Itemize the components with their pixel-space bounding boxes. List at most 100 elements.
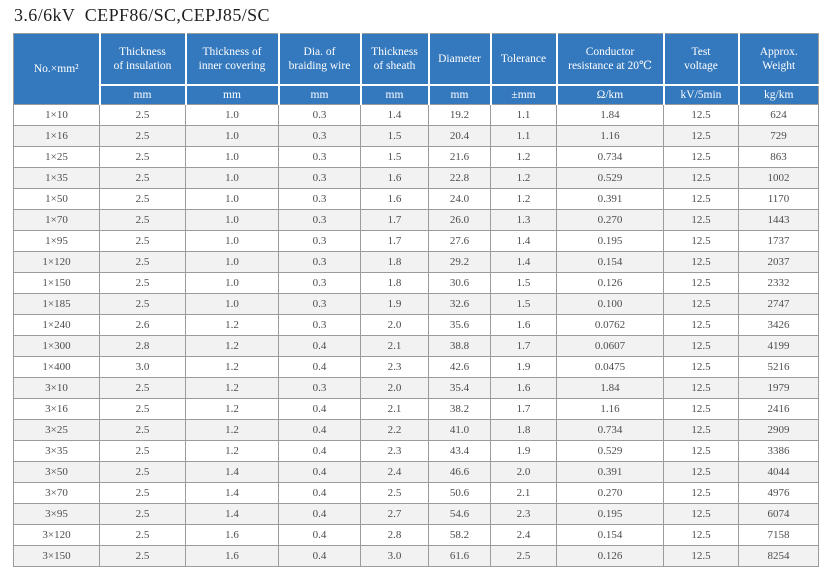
data-cell: 2.5 (99, 377, 186, 399)
data-cell: 3426 (738, 314, 819, 336)
data-cell: 1.0 (185, 188, 279, 210)
data-cell: 1.2 (490, 146, 557, 168)
data-cell: 729 (738, 125, 819, 147)
table-row: 1×16 2.5 1.0 0.3 1.5 20.4 1.1 1.16 12.5 729 (13, 125, 819, 147)
data-cell: 12.5 (663, 251, 739, 273)
data-cell: 1.1 (490, 125, 557, 147)
data-cell: 24.0 (428, 188, 491, 210)
unit-tolerance: ±mm (489, 84, 557, 105)
data-cell: 2.5 (99, 209, 186, 231)
data-cell: 4976 (738, 482, 819, 504)
unit-sheath: mm (359, 84, 429, 105)
data-cell: 4199 (738, 335, 819, 357)
table-row: 3×10 2.5 1.2 0.3 2.0 35.4 1.6 1.84 12.5 1979 (13, 377, 819, 399)
row-size-cell: 3×70 (13, 482, 100, 504)
data-cell: 1.4 (360, 104, 429, 126)
unit-resistance: Ω/km (555, 84, 664, 105)
data-cell: 0.3 (278, 293, 361, 315)
data-cell: 12.5 (663, 188, 739, 210)
data-cell: 12.5 (663, 482, 739, 504)
table-row: 1×185 2.5 1.0 0.3 1.9 32.6 1.5 0.100 12.5 2747 (13, 293, 819, 315)
row-size-cell: 1×95 (13, 230, 100, 252)
data-cell: 0.3 (278, 104, 361, 126)
data-cell: 1.0 (185, 251, 279, 273)
data-cell: 12.5 (663, 167, 739, 189)
data-cell: 2.3 (490, 503, 557, 525)
data-cell: 2.1 (360, 335, 429, 357)
table-row: 1×25 2.5 1.0 0.3 1.5 21.6 1.2 0.734 12.5 863 (13, 146, 819, 168)
data-cell: 0.3 (278, 272, 361, 294)
data-cell: 0.4 (278, 419, 361, 441)
data-cell: 1.2 (490, 188, 557, 210)
data-cell: 2.5 (99, 419, 186, 441)
data-cell: 2.5 (360, 482, 429, 504)
data-cell: 0.734 (556, 146, 664, 168)
data-cell: 1.5 (490, 272, 557, 294)
row-size-cell: 3×50 (13, 461, 100, 483)
data-cell: 2.5 (490, 545, 557, 567)
data-cell: 0.3 (278, 167, 361, 189)
data-cell: 54.6 (428, 503, 491, 525)
data-cell: 0.4 (278, 503, 361, 525)
data-cell: 19.2 (428, 104, 491, 126)
data-cell: 0.4 (278, 461, 361, 483)
unit-braiding-wire: mm (277, 84, 361, 105)
data-cell: 12.5 (663, 335, 739, 357)
row-size-cell: 1×150 (13, 272, 100, 294)
data-cell: 0.4 (278, 440, 361, 462)
data-cell: 0.391 (556, 461, 664, 483)
data-cell: 2416 (738, 398, 819, 420)
page-title: 3.6/6kV CEPF86/SC,CEPJ85/SC (14, 5, 270, 25)
col-header-braiding-wire: Dia. of braiding wire (277, 33, 361, 85)
table-row: 1×150 2.5 1.0 0.3 1.8 30.6 1.5 0.126 12.5 2332 (13, 272, 819, 294)
data-cell: 0.3 (278, 251, 361, 273)
data-cell: 22.8 (428, 167, 491, 189)
data-cell: 0.270 (556, 482, 664, 504)
data-cell: 1.8 (360, 251, 429, 273)
data-cell: 1.4 (185, 461, 279, 483)
data-cell: 0.3 (278, 146, 361, 168)
data-cell: 2037 (738, 251, 819, 273)
data-cell: 32.6 (428, 293, 491, 315)
data-cell: 2747 (738, 293, 819, 315)
data-cell: 2.5 (99, 104, 186, 126)
data-cell: 2.6 (99, 314, 186, 336)
data-cell: 2.5 (99, 146, 186, 168)
data-cell: 12.5 (663, 398, 739, 420)
data-cell: 1002 (738, 167, 819, 189)
data-cell: 5216 (738, 356, 819, 378)
data-cell: 12.5 (663, 272, 739, 294)
data-cell: 6074 (738, 503, 819, 525)
data-cell: 1.5 (490, 293, 557, 315)
data-cell: 2909 (738, 419, 819, 441)
data-cell: 1.0 (185, 272, 279, 294)
table-row: 1×400 3.0 1.2 0.4 2.3 42.6 1.9 0.0475 12.5 5216 (13, 356, 819, 378)
data-cell: 35.6 (428, 314, 491, 336)
unit-weight: kg/km (737, 84, 819, 105)
data-cell: 1.0 (185, 209, 279, 231)
data-cell: 1.2 (185, 440, 279, 462)
data-cell: 58.2 (428, 524, 491, 546)
data-cell: 1.6 (185, 524, 279, 546)
data-cell: 1.9 (490, 356, 557, 378)
cable-spec-table: No.×mm² Thickness of insulation Thicknes… (13, 33, 819, 567)
data-cell: 38.8 (428, 335, 491, 357)
data-cell: 12.5 (663, 440, 739, 462)
data-cell: 35.4 (428, 377, 491, 399)
table-row: 3×16 2.5 1.2 0.4 2.1 38.2 1.7 1.16 12.5 2416 (13, 398, 819, 420)
data-cell: 29.2 (428, 251, 491, 273)
unit-test-voltage: kV/5min (662, 84, 739, 105)
data-cell: 1.8 (360, 272, 429, 294)
data-cell: 2.5 (99, 293, 186, 315)
data-cell: 1.7 (360, 230, 429, 252)
data-cell: 38.2 (428, 398, 491, 420)
unit-diameter: mm (427, 84, 491, 105)
data-cell: 1979 (738, 377, 819, 399)
data-cell: 2.8 (99, 335, 186, 357)
data-cell: 2.5 (99, 545, 186, 567)
data-cell: 2.5 (99, 125, 186, 147)
table-row: 1×240 2.6 1.2 0.3 2.0 35.6 1.6 0.0762 12.5 3426 (13, 314, 819, 336)
data-cell: 12.5 (663, 125, 739, 147)
row-size-cell: 1×35 (13, 167, 100, 189)
data-cell: 1.7 (490, 335, 557, 357)
